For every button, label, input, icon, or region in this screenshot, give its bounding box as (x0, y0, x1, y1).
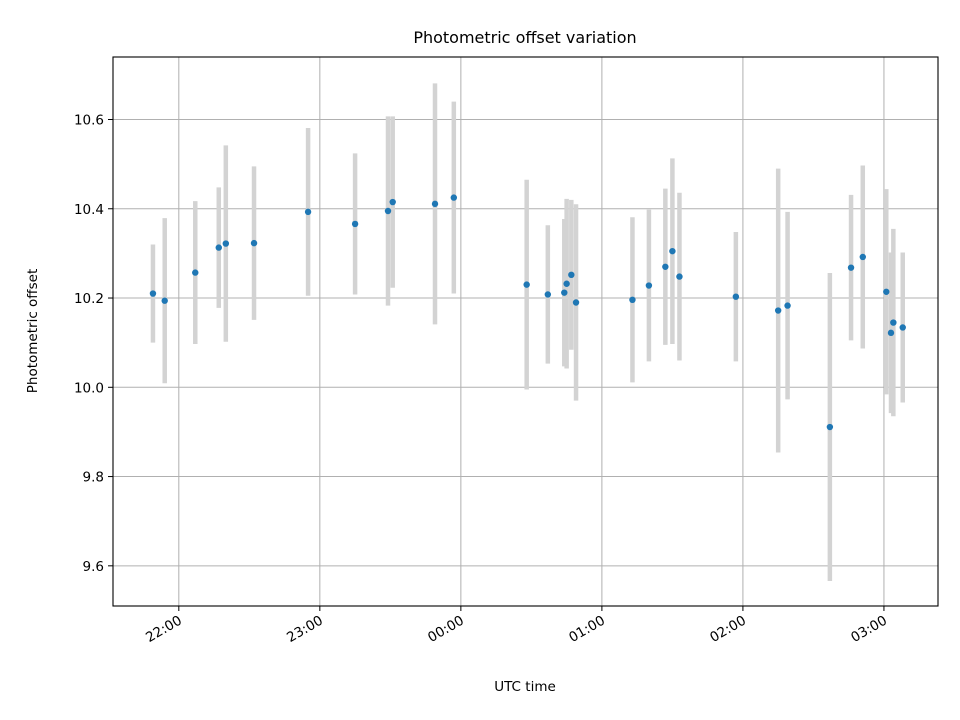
data-point (732, 293, 740, 300)
data-point (544, 291, 552, 298)
data-point (523, 281, 530, 288)
x-tick-label: 02:00 (707, 613, 749, 646)
y-tick-label: 10.4 (74, 202, 104, 218)
data-point (215, 244, 222, 251)
data-point (563, 280, 570, 287)
y-tick-label: 9.8 (83, 470, 104, 486)
x-tick-label: 01:00 (566, 613, 608, 646)
x-tick-label: 00:00 (425, 613, 467, 646)
data-point (192, 269, 199, 276)
errorbar-layer (150, 83, 905, 582)
data-point (826, 423, 834, 431)
x-axis-label: UTC time (494, 679, 556, 695)
data-point (899, 324, 906, 331)
data-point (561, 289, 568, 296)
y-tick-label: 9.6 (83, 559, 104, 575)
data-point (847, 264, 855, 271)
x-tick-label: 03:00 (848, 613, 890, 646)
y-axis-label: Photometric offset (25, 269, 41, 393)
data-point (774, 307, 782, 314)
data-point (450, 194, 458, 201)
data-point (389, 198, 396, 206)
x-tick-label: 23:00 (284, 613, 326, 646)
y-tick-label: 10.6 (74, 112, 104, 128)
data-point (572, 299, 580, 306)
data-point (384, 207, 392, 215)
data-point (431, 200, 439, 208)
data-point (568, 271, 575, 279)
point-layer (149, 194, 906, 431)
data-point (222, 240, 230, 247)
data-point (662, 263, 669, 270)
data-point (883, 288, 890, 295)
data-point (669, 247, 676, 255)
data-point (645, 282, 653, 289)
data-point (161, 297, 168, 304)
x-tick-label: 22:00 (143, 613, 185, 646)
data-point (676, 273, 683, 280)
data-point (351, 220, 359, 228)
data-point (250, 239, 258, 247)
data-point (784, 302, 791, 309)
data-point (890, 319, 897, 326)
data-point (629, 296, 636, 304)
y-tick-label: 10.0 (74, 380, 104, 396)
chart-title: Photometric offset variation (413, 28, 636, 47)
plot-frame (112, 56, 939, 607)
data-point (304, 208, 312, 216)
data-point (887, 329, 895, 337)
data-point (149, 290, 157, 297)
y-tick-label: 10.2 (74, 291, 104, 307)
data-point (859, 253, 866, 261)
